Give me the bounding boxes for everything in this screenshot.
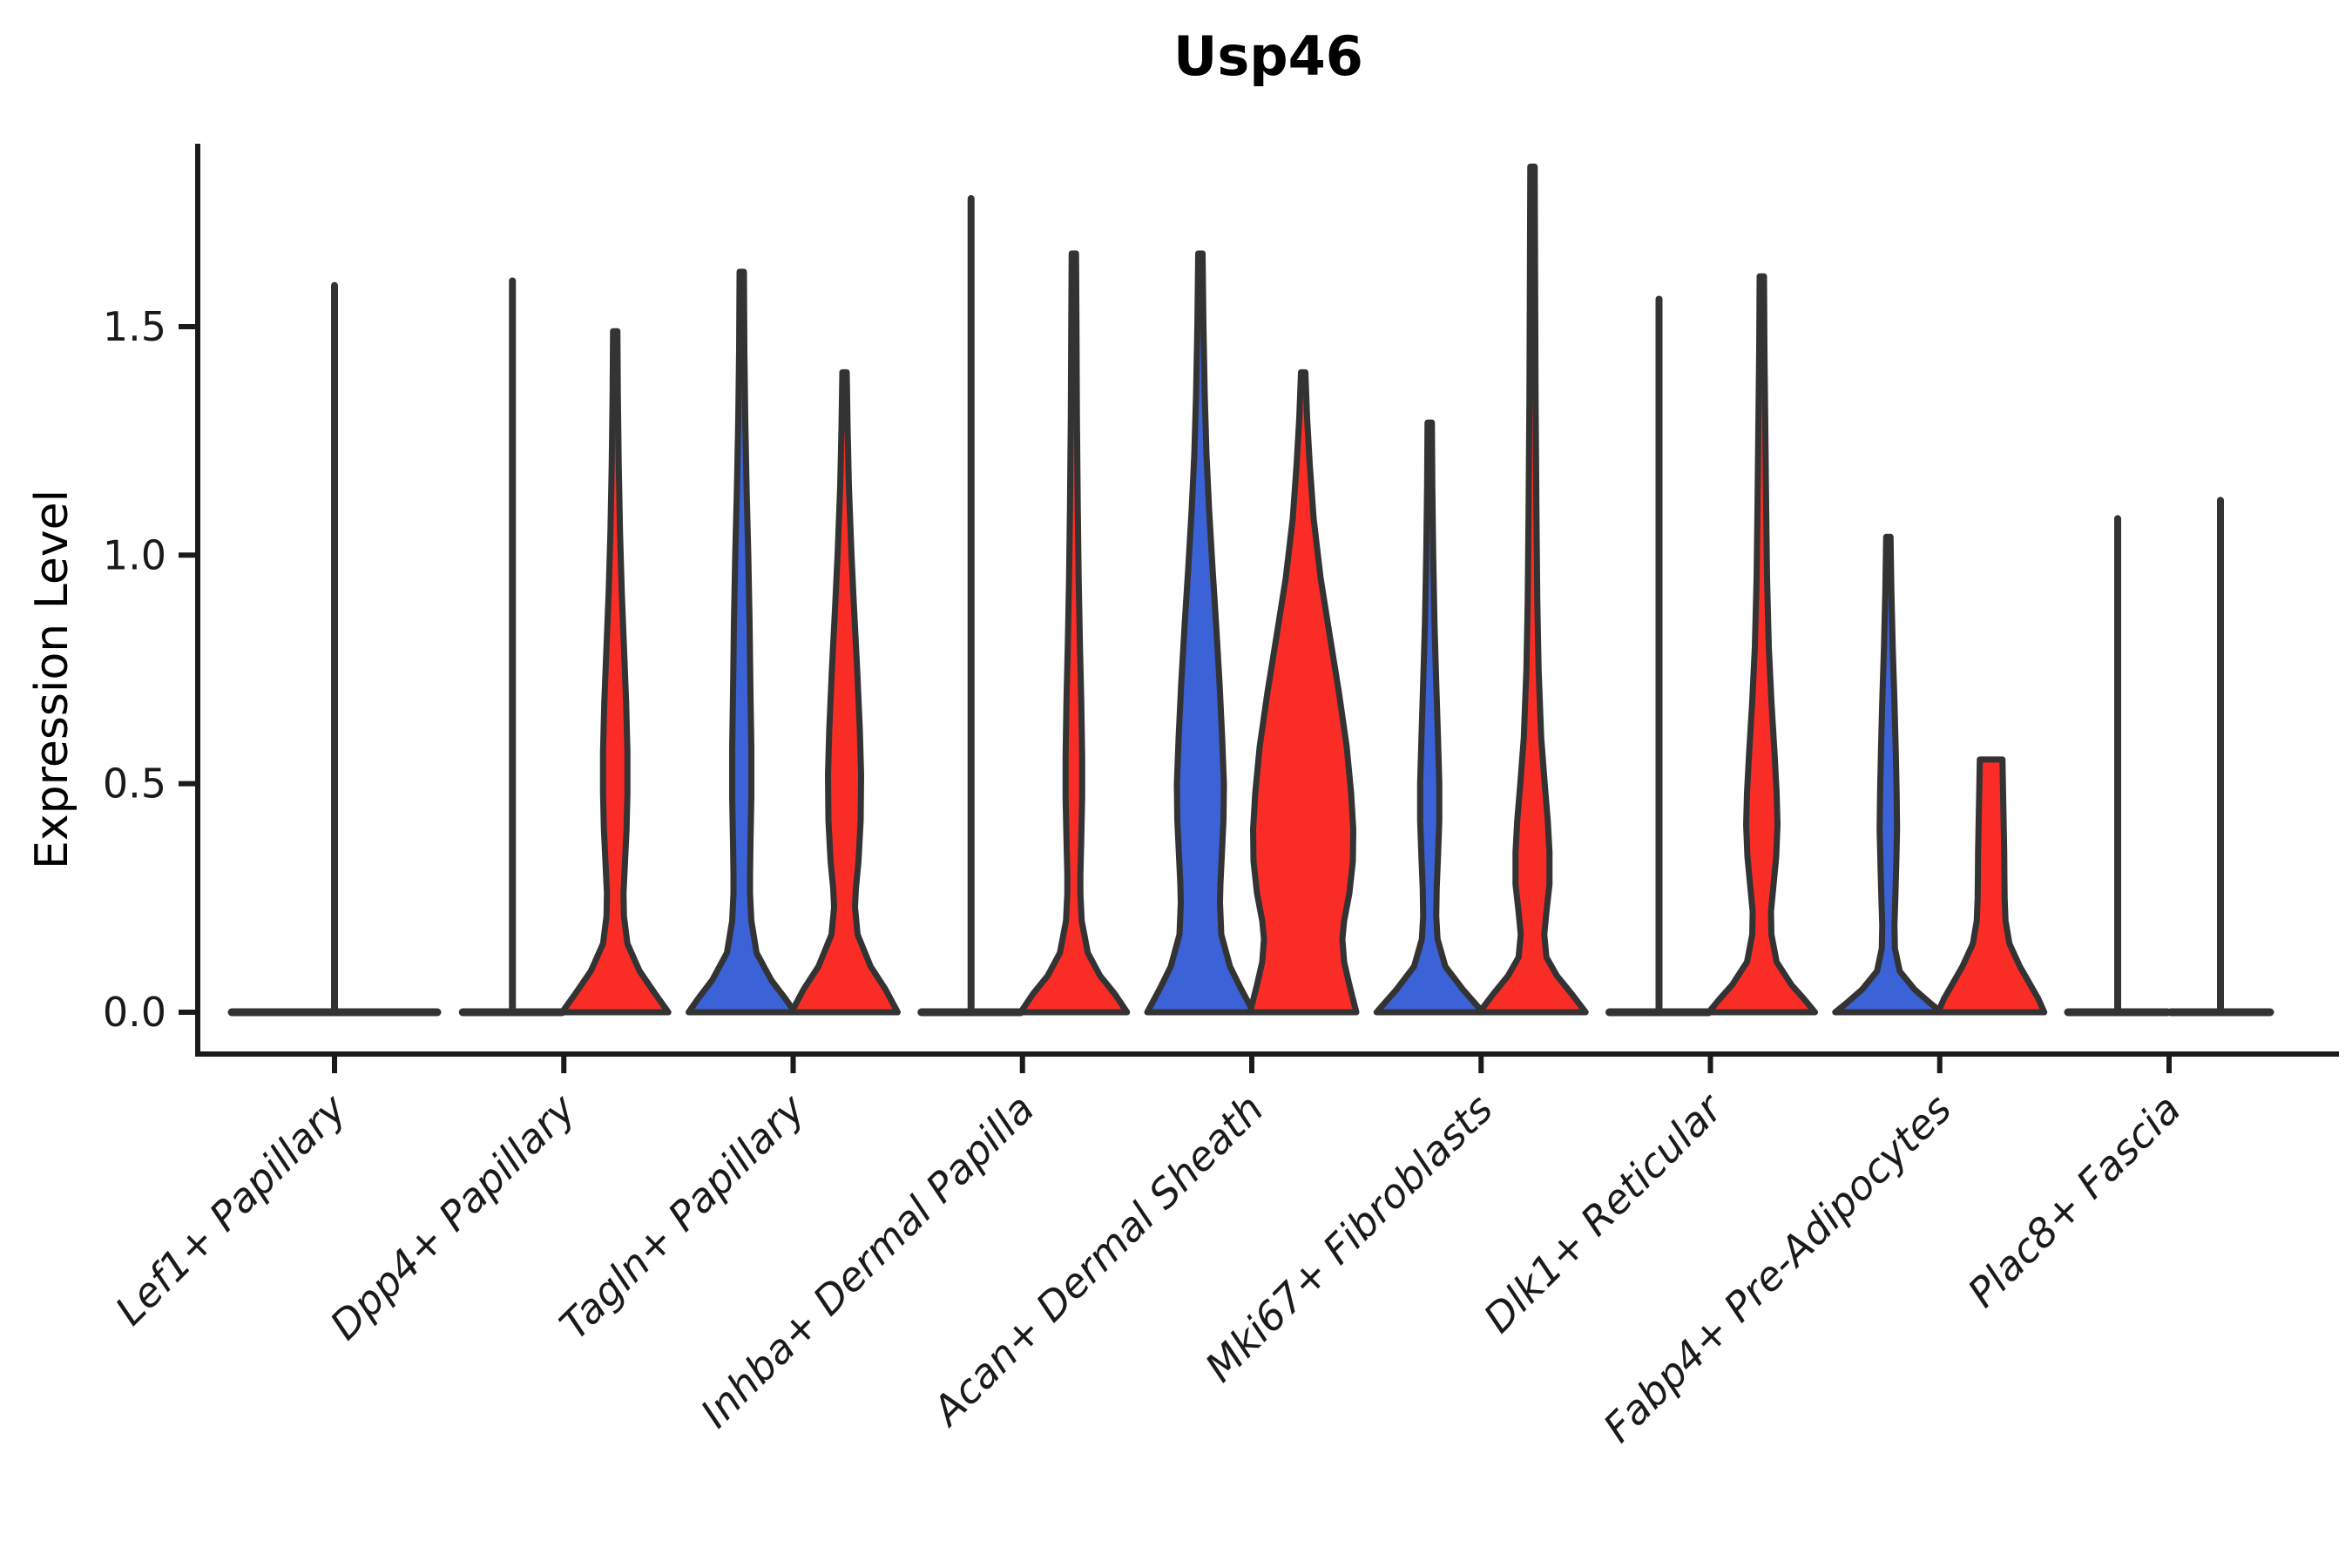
- violin-tagln-papillary-red: [788, 368, 901, 1016]
- violin-fabp4-pre-adipocytes-red: [1935, 756, 2048, 1016]
- y-tick-label-1.5: 1.5: [103, 303, 166, 350]
- x-tick-label-lef1-papillary: Lef1+ Papillary: [106, 1085, 355, 1334]
- violin-mki67-fibroblasts-red: [1476, 163, 1589, 1016]
- chart-title: Usp46: [1173, 24, 1363, 88]
- x-tick-label-plac8-fascia: Plac8+ Fascia: [1958, 1085, 2189, 1316]
- y-tick-label-1.0: 1.0: [103, 531, 166, 578]
- y-tick-label-0.5: 0.5: [103, 760, 166, 808]
- x-tick-label-tagln-papillary: Tagln+ Papillary: [551, 1085, 814, 1348]
- violin-tagln-papillary-blue: [686, 268, 798, 1016]
- violin-dpp4-papillary-red: [558, 328, 672, 1016]
- y-axis-label: Expression Level: [26, 489, 78, 870]
- violin-acan-dermal-sheath-red: [1247, 368, 1360, 1016]
- violin-inhba-dermal-papilla-red: [1017, 250, 1131, 1016]
- violin-fabp4-pre-adipocytes-blue: [1832, 533, 1945, 1016]
- violin-acan-dermal-sheath-blue: [1144, 250, 1257, 1016]
- y-tick-label-0.0: 0.0: [103, 989, 166, 1036]
- x-tick-label-dlk1-reticular: Dlk1+ Reticular: [1475, 1083, 1734, 1342]
- violin-dlk1-reticular-red: [1706, 273, 1818, 1016]
- violin-mki67-fibroblasts-blue: [1373, 419, 1486, 1016]
- x-tick-label-dpp4-papillary: Dpp4+ Papillary: [321, 1085, 585, 1348]
